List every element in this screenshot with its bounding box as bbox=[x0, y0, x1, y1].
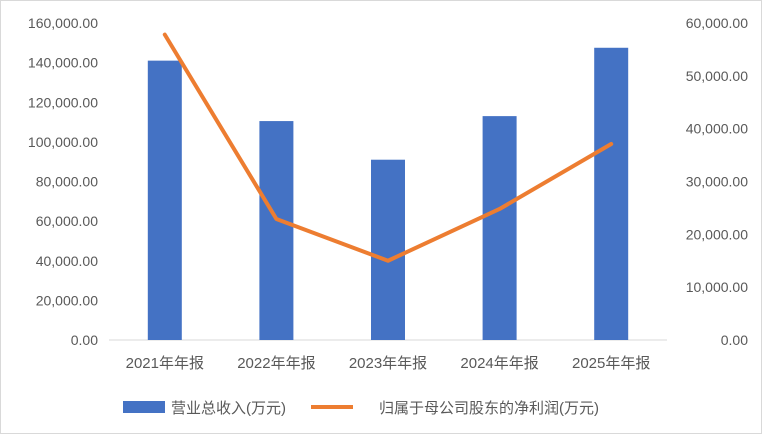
bar bbox=[483, 116, 517, 340]
category-label: 2021年年报 bbox=[126, 355, 204, 372]
right-tick-label: 40,000.00 bbox=[686, 121, 748, 137]
legend-label-revenue: 营业总收入(万元) bbox=[171, 400, 286, 417]
right-axis-ticks: 0.00 10,000.00 20,000.00 30,000.00 40,000.00… bbox=[686, 15, 749, 348]
right-tick-label: 60,000.00 bbox=[686, 15, 748, 31]
right-tick-label: 20,000.00 bbox=[686, 226, 748, 242]
right-tick-label: 30,000.00 bbox=[686, 174, 748, 190]
legend: 营业总收入(万元) 归属于母公司股东的净利润(万元) bbox=[123, 400, 599, 417]
left-tick-label: 0.00 bbox=[71, 332, 98, 348]
category-labels: 2021年年报 2022年年报 2023年年报 2024年年报 2025年年报 bbox=[126, 355, 651, 372]
left-tick-label: 40,000.00 bbox=[36, 253, 98, 269]
category-label: 2022年年报 bbox=[237, 355, 315, 372]
left-tick-label: 20,000.00 bbox=[36, 292, 98, 308]
category-label: 2024年年报 bbox=[460, 355, 538, 372]
left-tick-label: 160,000.00 bbox=[28, 15, 98, 31]
right-tick-label: 50,000.00 bbox=[686, 68, 748, 84]
left-tick-label: 100,000.00 bbox=[28, 134, 98, 150]
legend-swatch-revenue bbox=[123, 401, 165, 413]
right-tick-label: 0.00 bbox=[721, 332, 748, 348]
left-tick-label: 60,000.00 bbox=[36, 213, 98, 229]
left-axis-ticks: 0.00 20,000.00 40,000.00 60,000.00 80,000.00… bbox=[28, 15, 98, 348]
bar bbox=[371, 160, 405, 340]
bar bbox=[148, 61, 182, 340]
left-tick-label: 80,000.00 bbox=[36, 174, 98, 190]
bar-series bbox=[148, 48, 628, 340]
bar bbox=[594, 48, 628, 340]
left-tick-label: 120,000.00 bbox=[28, 94, 98, 110]
left-tick-label: 140,000.00 bbox=[28, 55, 98, 71]
legend-label-net-profit: 归属于母公司股东的净利润(万元) bbox=[379, 400, 599, 417]
category-label: 2025年年报 bbox=[572, 355, 650, 372]
bar bbox=[259, 121, 293, 340]
category-label: 2023年年报 bbox=[349, 355, 427, 372]
right-tick-label: 10,000.00 bbox=[686, 279, 748, 295]
